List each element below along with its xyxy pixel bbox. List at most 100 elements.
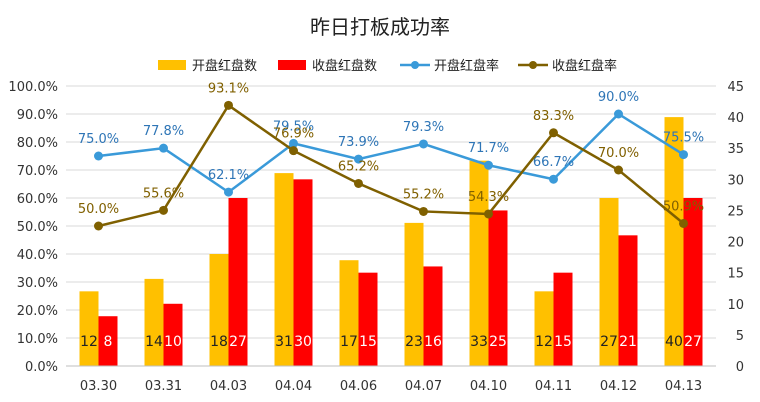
left-tick-label: 50.0% xyxy=(17,220,58,235)
line-value-label: 54.3% xyxy=(468,190,509,205)
right-tick-label: 10 xyxy=(727,298,744,313)
left-tick-label: 100.0% xyxy=(8,80,58,95)
x-axis: 03.30 03.31 04.03 04.04 04.06 04.07 04.10 04.11… xyxy=(66,365,716,394)
line-value-label: 70.0% xyxy=(598,146,639,161)
x-tick-label: 04.04 xyxy=(275,379,312,394)
line-value-label: 65.2% xyxy=(338,159,379,174)
line-value-label: 90.0% xyxy=(598,90,639,105)
line-value-label: 73.9% xyxy=(338,135,379,150)
left-tick-label: 40.0% xyxy=(17,248,58,263)
line-value-label: 83.3% xyxy=(533,109,574,124)
left-tick-label: 80.0% xyxy=(17,136,58,151)
lines-layer: 75.0% 77.8% 62.1% 79.5% 73.9% 79.3% 71.7% 66.7%… xyxy=(78,81,704,231)
x-tick-label: 04.06 xyxy=(340,379,377,394)
line-point xyxy=(549,128,558,138)
line-point xyxy=(159,143,168,153)
left-tick-label: 30.0% xyxy=(17,276,58,291)
right-tick-label: 30 xyxy=(727,173,744,188)
line-point xyxy=(224,187,233,197)
bar-value-label: 8 xyxy=(104,334,113,350)
legend-marker xyxy=(411,61,419,69)
line-value-label: 55.6% xyxy=(143,186,184,201)
line-point xyxy=(94,151,103,161)
line-point xyxy=(549,174,558,184)
legend-swatch xyxy=(158,60,186,70)
bar-value-label: 27 xyxy=(600,334,618,350)
line-point xyxy=(354,178,363,188)
bar-value-label: 23 xyxy=(405,334,423,350)
bar-value-label: 10 xyxy=(164,334,182,350)
bar xyxy=(144,278,164,366)
line-point xyxy=(484,209,493,219)
bar xyxy=(209,254,229,366)
line-point xyxy=(419,139,428,149)
x-tick-label: 03.30 xyxy=(80,379,117,394)
right-axis: 0 5 10 15 20 25 30 35 40 45 xyxy=(727,80,744,375)
left-tick-label: 20.0% xyxy=(17,304,58,319)
x-tick-label: 04.03 xyxy=(210,379,247,394)
left-axis: 0.0% 10.0% 20.0% 30.0% 40.0% 50.0% 60.0% 70.0% 8… xyxy=(8,80,58,375)
line-point xyxy=(159,205,168,215)
line-point xyxy=(224,100,233,110)
line-point xyxy=(679,218,688,228)
line-value-label: 55.2% xyxy=(403,187,444,202)
right-tick-label: 25 xyxy=(727,204,744,219)
bar-value-label: 18 xyxy=(210,334,228,350)
line-value-label: 50.0% xyxy=(78,202,119,217)
right-tick-label: 15 xyxy=(727,267,744,282)
line-point xyxy=(484,160,493,170)
right-tick-label: 5 xyxy=(736,329,744,344)
bar-value-label: 25 xyxy=(489,334,507,350)
line-value-label: 75.5% xyxy=(663,131,704,146)
bar xyxy=(163,303,183,366)
series-line xyxy=(98,103,685,228)
bar xyxy=(79,291,99,366)
line-point xyxy=(289,138,298,148)
bar xyxy=(534,291,554,366)
bar xyxy=(618,235,638,366)
line-value-label: 77.8% xyxy=(143,124,184,139)
bar xyxy=(358,272,378,366)
bar xyxy=(553,272,573,366)
right-tick-label: 45 xyxy=(727,80,744,95)
bar xyxy=(98,316,118,366)
bar xyxy=(683,198,703,366)
line-point xyxy=(354,154,363,164)
line-value-label: 66.7% xyxy=(533,155,574,170)
line-value-label: 75.0% xyxy=(78,132,119,147)
bar xyxy=(274,173,294,366)
bar xyxy=(599,198,619,366)
bar-value-label: 15 xyxy=(554,334,572,350)
x-tick-label: 04.11 xyxy=(535,379,572,394)
bar-value-label: 27 xyxy=(684,334,702,350)
bar-value-label: 31 xyxy=(275,334,293,350)
line-value-label: 50.9% xyxy=(663,199,704,214)
bar xyxy=(339,260,359,366)
line-point xyxy=(94,221,103,231)
line-value-label: 79.5% xyxy=(273,119,314,134)
line-value-label: 79.3% xyxy=(403,120,444,135)
bar-value-label: 12 xyxy=(535,334,553,350)
left-tick-label: 0.0% xyxy=(25,360,58,375)
bar-value-label: 30 xyxy=(294,334,312,350)
bar-value-label: 12 xyxy=(80,334,98,350)
bars-layer: 12 14 18 31 17 23 33 12 27 408 10 27 30 15 16 25 15 21 27 xyxy=(79,117,703,366)
bar-value-label: 14 xyxy=(145,334,163,350)
line-point xyxy=(289,146,298,156)
bar-value-label: 15 xyxy=(359,334,377,350)
line-value-label: 93.1% xyxy=(208,81,249,96)
line-point xyxy=(614,109,623,119)
bar xyxy=(469,160,489,366)
legend-label: 收盘红盘数 xyxy=(312,58,377,74)
bar xyxy=(404,222,424,366)
left-tick-label: 90.0% xyxy=(17,108,58,123)
x-tick-label: 04.10 xyxy=(470,379,507,394)
x-tick-label: 03.31 xyxy=(145,379,182,394)
right-tick-label: 0 xyxy=(736,360,744,375)
x-tick-label: 04.12 xyxy=(600,379,637,394)
bar-value-label: 40 xyxy=(665,334,683,350)
bar-value-label: 27 xyxy=(229,334,247,350)
line-point xyxy=(614,165,623,175)
